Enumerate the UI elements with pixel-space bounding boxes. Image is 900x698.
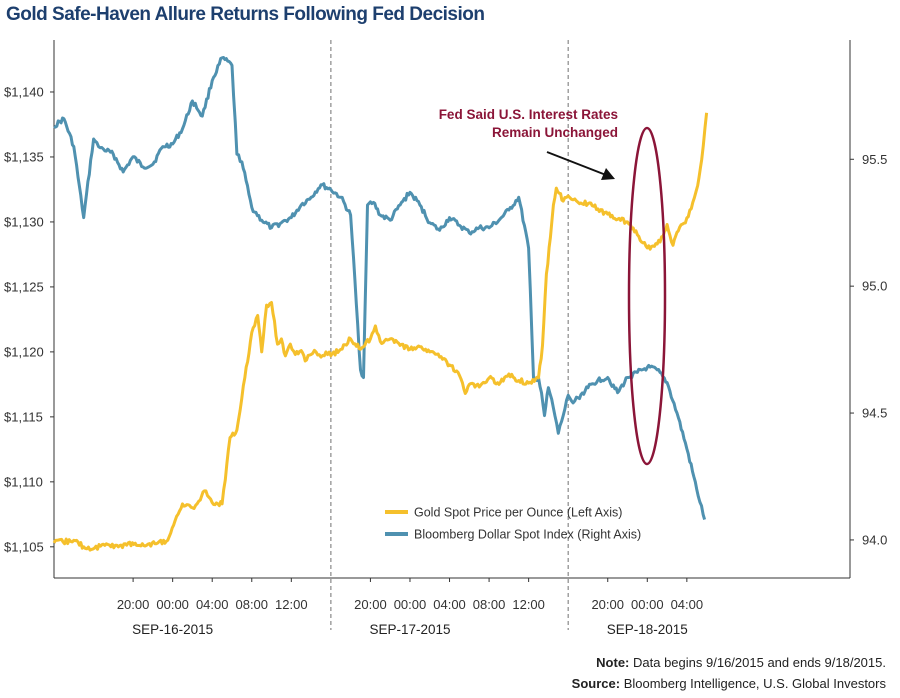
date-label: SEP-18-2015 bbox=[607, 622, 688, 637]
x-tick-label: 00:00 bbox=[156, 597, 189, 612]
x-tick-label: 00:00 bbox=[394, 597, 427, 612]
x-tick-label: 12:00 bbox=[512, 597, 545, 612]
left-tick-label: $1,110 bbox=[4, 474, 43, 489]
legend-label-dollar: Bloomberg Dollar Spot Index (Right Axis) bbox=[414, 528, 641, 542]
left-tick-label: $1,130 bbox=[4, 214, 44, 229]
chart-title: Gold Safe-Haven Allure Returns Following… bbox=[6, 4, 485, 25]
x-tick-label: 12:00 bbox=[275, 597, 308, 612]
x-tick-label: 20:00 bbox=[591, 597, 624, 612]
x-tick-label: 08:00 bbox=[235, 597, 268, 612]
left-axis-ticks: $1,140 $1,135 $1,130 $1,125 $1,120 $1,115 $1,1… bbox=[4, 84, 54, 554]
x-tick-label: 04:00 bbox=[671, 597, 704, 612]
right-tick-label: 94.0 bbox=[862, 532, 887, 547]
source-line: Source: Bloomberg Intelligence, U.S. Glo… bbox=[572, 676, 886, 691]
left-tick-label: $1,115 bbox=[4, 409, 43, 424]
date-dividers bbox=[330, 40, 569, 630]
fed-decision-ellipse bbox=[627, 126, 667, 466]
left-tick-label: $1,140 bbox=[4, 84, 44, 99]
right-tick-label: 95.0 bbox=[862, 279, 887, 294]
right-axis-ticks: 95.5 95.0 94.5 94.0 bbox=[850, 152, 887, 547]
left-tick-label: $1,105 bbox=[4, 539, 44, 554]
plot-frame bbox=[53, 40, 851, 579]
dollar-index-line bbox=[53, 56, 707, 521]
x-tick-label: 08:00 bbox=[473, 597, 506, 612]
x-tick-label: 20:00 bbox=[354, 597, 387, 612]
legend: Gold Spot Price per Ounce (Left Axis) Blo… bbox=[385, 506, 641, 542]
annotation-arrow-head bbox=[601, 168, 615, 180]
series-layer bbox=[52, 56, 709, 552]
legend-label-gold: Gold Spot Price per Ounce (Left Axis) bbox=[414, 506, 622, 520]
right-tick-label: 94.5 bbox=[862, 406, 887, 421]
x-tick-label: 20:00 bbox=[117, 597, 150, 612]
annotation-line-1: Fed Said U.S. Interest Rates bbox=[439, 107, 618, 122]
left-tick-label: $1,125 bbox=[4, 279, 44, 294]
x-tick-label: 04:00 bbox=[433, 597, 466, 612]
x-tick-label: 04:00 bbox=[196, 597, 229, 612]
x-axis-date-labels: SEP-16-2015 SEP-17-2015 SEP-18-2015 bbox=[132, 622, 688, 637]
date-label: SEP-17-2015 bbox=[369, 622, 450, 637]
annotation-line-2: Remain Unchanged bbox=[492, 125, 618, 140]
date-label: SEP-16-2015 bbox=[132, 622, 213, 637]
annotation-arrow-shaft bbox=[546, 151, 607, 176]
note-label: Note: bbox=[596, 655, 630, 670]
x-axis-ticks: 20:00 00:00 04:00 08:00 12:00 20:00 00:00 04:00… bbox=[117, 578, 703, 612]
note-text: Data begins 9/16/2015 and ends 9/18/2015… bbox=[629, 655, 886, 670]
gold-price-line bbox=[52, 112, 709, 552]
right-tick-label: 95.5 bbox=[862, 152, 887, 167]
left-tick-label: $1,135 bbox=[4, 149, 44, 164]
left-tick-label: $1,120 bbox=[4, 344, 44, 359]
note-line: Note: Data begins 9/16/2015 and ends 9/1… bbox=[596, 655, 886, 670]
source-label: Source: bbox=[571, 676, 621, 691]
x-tick-label: 00:00 bbox=[631, 597, 664, 612]
source-text: Bloomberg Intelligence, U.S. Global Inve… bbox=[620, 676, 886, 691]
fed-annotation: Fed Said U.S. Interest Rates Remain Uncha… bbox=[439, 107, 667, 466]
